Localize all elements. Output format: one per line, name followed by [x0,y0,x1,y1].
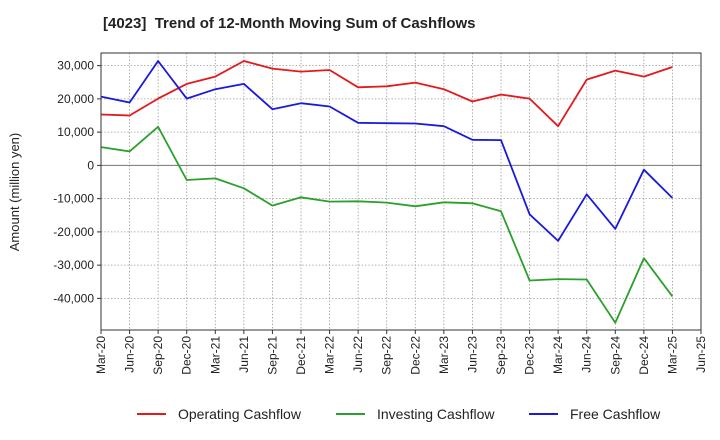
x-tick-labels: Mar-20 Jun-20 Sep-20 Dec-20 Mar-21 Jun-21 Sep-… [94,330,708,375]
x-tick-label: Dec-21 [294,336,308,375]
legend-label-2: Free Cashflow [570,406,661,422]
y-tick-label: -30,000 [53,258,94,272]
x-tick-label: Mar-24 [551,336,565,374]
y-tick-label: -10,000 [53,192,94,206]
x-tick-label: Jun-22 [351,336,365,373]
x-tick-label: Mar-21 [208,336,222,374]
x-tick-label: Jun-24 [580,336,594,373]
y-tick-label: 30,000 [57,59,94,73]
legend: Operating Cashflow Investing Cashflow Free… [137,406,661,422]
x-tick-label: Mar-25 [665,336,679,374]
x-tick-label: Dec-24 [637,336,651,375]
x-tick-label: Jun-20 [123,336,137,373]
x-tick-label: Mar-20 [94,336,108,374]
legend-label-1: Investing Cashflow [377,406,495,422]
y-tick-label: 20,000 [57,92,94,106]
series-line-1 [100,125,674,324]
x-tick-label: Jun-23 [465,336,479,373]
y-tick-label: -40,000 [53,291,94,305]
y-tick-labels: 30,000 20,000 10,000 0 -10,000 -20,000 -30,000… [53,59,101,305]
x-tick-label: Mar-23 [437,336,451,374]
x-tick-label: Sep-23 [494,336,508,375]
series-line-2 [100,60,674,242]
y-tick-label: 0 [87,158,94,172]
series-layer [100,60,674,324]
x-tick-label: Dec-20 [180,336,194,375]
x-tick-label: Sep-21 [265,336,279,375]
x-tick-label: Jun-25 [694,336,708,373]
x-tick-label: Sep-24 [608,336,622,375]
x-tick-label: Dec-23 [523,336,537,375]
y-axis-title: Amount (million yen) [7,133,22,252]
x-tick-label: Jun-21 [237,336,251,373]
chart-title: [4023] Trend of 12-Month Moving Sum of C… [103,15,476,32]
y-tick-label: 10,000 [57,125,94,139]
legend-label-0: Operating Cashflow [178,406,302,422]
grid-layer [100,53,702,330]
series-line-0 [100,60,673,128]
x-tick-label: Dec-22 [408,336,422,375]
x-tick-label: Sep-22 [380,336,394,375]
x-tick-label: Mar-22 [323,336,337,374]
y-tick-label: -20,000 [53,225,94,239]
x-tick-label: Sep-20 [151,336,165,375]
plot-frame [100,52,702,331]
